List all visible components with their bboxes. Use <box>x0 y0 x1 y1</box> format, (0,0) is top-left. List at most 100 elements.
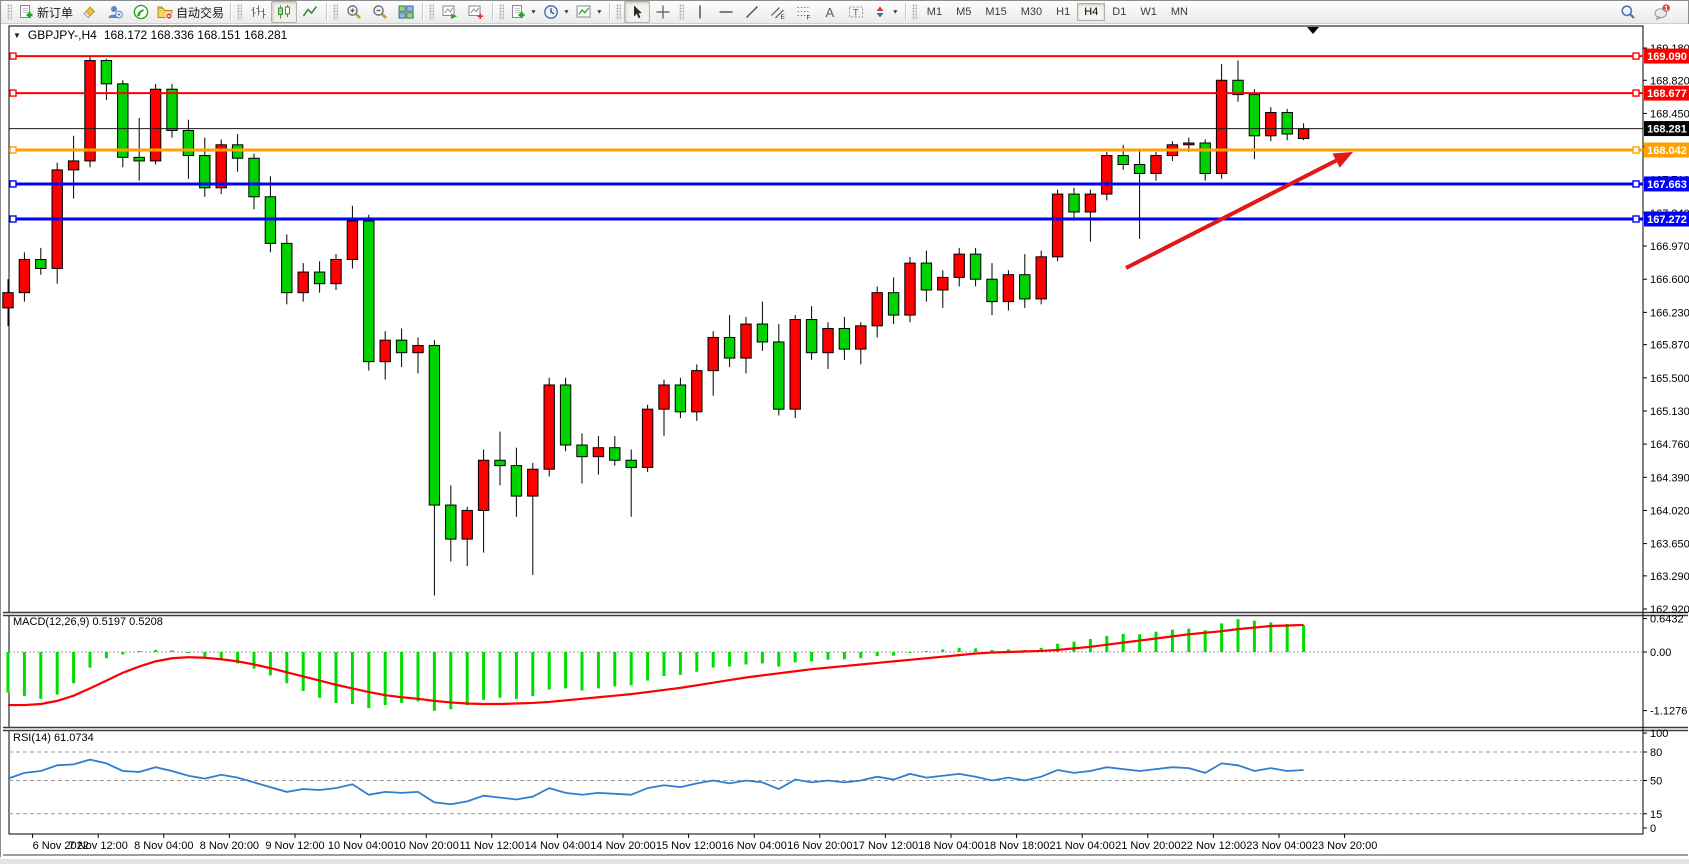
hline-handle[interactable] <box>1632 52 1640 60</box>
timeframe-w1[interactable]: W1 <box>1140 6 1157 18</box>
toolbar-grip[interactable] <box>615 4 621 20</box>
hline-handle[interactable] <box>9 146 17 154</box>
periods-button[interactable]: ▼ <box>540 1 573 23</box>
price-tick-label: 163.290 <box>1650 571 1689 583</box>
text-button[interactable]: A <box>817 1 843 23</box>
candle-down <box>609 447 621 461</box>
hline-handle[interactable] <box>9 215 17 223</box>
rsi-scale-label: 50 <box>1650 776 1662 788</box>
candle-up <box>1084 193 1097 213</box>
fibonacci-button[interactable]: F <box>791 1 817 23</box>
candle-down <box>674 384 687 413</box>
metaeditor-button[interactable] <box>76 1 102 23</box>
hline-167.272[interactable]: 167.272 <box>9 211 1689 227</box>
chart-shift-button[interactable] <box>463 1 489 23</box>
candle-down <box>887 292 900 316</box>
time-tick-label: 9 Nov 12:00 <box>265 840 324 852</box>
toolbar-grip[interactable] <box>678 4 684 20</box>
time-tick-label: 10 Nov 04:00 <box>328 840 393 852</box>
trend-arrow-annotation[interactable] <box>1125 152 1353 270</box>
templates-button[interactable]: ▼ <box>573 1 606 23</box>
auto-scroll-button[interactable] <box>437 1 463 23</box>
equidistant-channel-button[interactable]: E <box>765 1 791 23</box>
trendline-button[interactable] <box>739 1 765 23</box>
time-tick-label: 21 Nov 20:00 <box>1115 840 1180 852</box>
hline-169.090[interactable]: 169.090 <box>9 48 1689 64</box>
zoom-out-button[interactable] <box>367 1 393 23</box>
timeframe-m15[interactable]: M15 <box>985 6 1007 18</box>
candle-up <box>937 276 949 291</box>
hline-167.663[interactable]: 167.663 <box>9 176 1689 192</box>
candle-down <box>986 278 998 303</box>
timeframe-d1[interactable]: D1 <box>1112 6 1127 18</box>
time-tick-label: 15 Nov 12:00 <box>656 840 721 852</box>
toolbar-grip[interactable] <box>237 4 243 20</box>
toolbar-grip[interactable] <box>7 4 12 20</box>
pane-separator[interactable] <box>3 611 1688 617</box>
text-label-button[interactable]: T <box>843 1 869 23</box>
time-tick-label: 14 Nov 20:00 <box>590 840 655 852</box>
hline-handle[interactable] <box>9 180 17 188</box>
hline-168.677[interactable]: 168.677 <box>9 85 1689 101</box>
trendline-icon <box>745 5 758 19</box>
macd-scale-label: 0.6432 <box>1650 614 1684 626</box>
new-order-button[interactable]: 新订单 <box>15 1 76 23</box>
timeframe-h4[interactable]: H4 <box>1077 3 1106 21</box>
bar-chart-button[interactable] <box>245 1 271 23</box>
line-chart-button[interactable] <box>297 1 323 23</box>
candle-up <box>412 345 424 354</box>
fibo-icon: F <box>797 7 810 20</box>
toolbar-grip[interactable] <box>499 4 505 20</box>
search-button[interactable] <box>1615 1 1641 23</box>
candle-up <box>1051 193 1064 258</box>
vertical-line-button[interactable] <box>687 1 713 23</box>
hline-handle[interactable] <box>9 89 17 97</box>
dropdown-caret-icon: ▼ <box>562 9 570 15</box>
signals-button[interactable] <box>128 1 154 23</box>
arrows-button[interactable]: ▼ <box>869 1 902 23</box>
timeframe-m1[interactable]: M1 <box>926 6 943 18</box>
candle-up <box>297 271 309 294</box>
timeframe-m30[interactable]: M30 <box>1020 6 1043 18</box>
candle-down <box>100 60 113 85</box>
hline-168.042[interactable]: 168.042 <box>9 142 1689 158</box>
hline-handle[interactable] <box>1632 89 1640 97</box>
time-tick-label: 22 Nov 12:00 <box>1181 840 1246 852</box>
price-tick-label: 162.920 <box>1650 604 1689 616</box>
zoom-in-button[interactable] <box>341 1 367 23</box>
candle-up <box>1215 79 1228 174</box>
notifications-button[interactable]: 1 <box>1649 1 1675 23</box>
hline-handle[interactable] <box>1632 215 1640 223</box>
timeframe-mn[interactable]: MN <box>1170 6 1188 18</box>
chart-shift-marker[interactable] <box>1307 27 1319 34</box>
hline-price-text: 167.663 <box>1647 179 1687 191</box>
candle-up <box>1265 112 1277 137</box>
cursor-button[interactable] <box>623 1 650 23</box>
dropdown-caret-icon: ▼ <box>530 9 537 15</box>
candle-up <box>379 339 391 363</box>
autotrading-button[interactable]: 自动交易 <box>154 1 227 23</box>
indicators-button[interactable]: ▼ <box>507 1 540 23</box>
toolbar-separator <box>608 3 610 21</box>
timeframe-m5[interactable]: M5 <box>956 6 972 18</box>
crosshair-button[interactable] <box>650 1 676 23</box>
template-icon <box>576 5 591 18</box>
horizontal-line-button[interactable] <box>713 1 739 23</box>
toolbar-grip[interactable] <box>911 4 917 20</box>
toolbar-grip[interactable] <box>333 4 339 20</box>
candle-up <box>67 160 80 171</box>
hline-handle[interactable] <box>1632 180 1640 188</box>
candle-down <box>510 465 523 497</box>
hline-handle[interactable] <box>1632 146 1640 154</box>
profiles-button[interactable] <box>102 1 128 23</box>
hline-handle[interactable] <box>9 52 17 60</box>
arrow-head <box>1332 152 1353 168</box>
signal-icon <box>133 4 149 20</box>
time-tick-label: 14 Nov 04:00 <box>525 840 590 852</box>
candlestick-chart-button[interactable] <box>271 1 298 23</box>
pane-separator[interactable] <box>3 726 1688 732</box>
timeframe-h1[interactable]: H1 <box>1056 6 1071 18</box>
toolbar-grip[interactable] <box>429 4 435 20</box>
tile-windows-button[interactable] <box>393 1 419 23</box>
